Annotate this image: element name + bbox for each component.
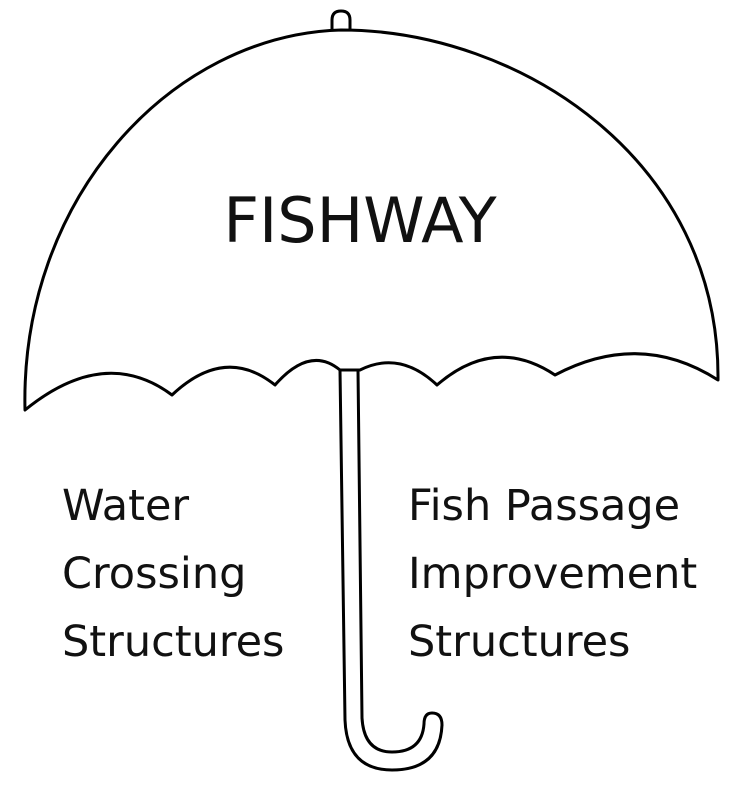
right-label-line: Improvement (408, 549, 697, 599)
right-label-line: Fish Passage (408, 481, 680, 531)
left-label-line: Crossing (62, 549, 246, 599)
umbrella-label: FISHWAY (223, 184, 496, 257)
right-label-line: Structures (408, 617, 630, 667)
page: FISHWAY Water Crossing Structures Fish P… (0, 0, 742, 790)
left-label-line: Water (62, 481, 189, 531)
left-label-line: Structures (62, 617, 284, 667)
diagram: FISHWAY Water Crossing Structures Fish P… (0, 0, 742, 790)
